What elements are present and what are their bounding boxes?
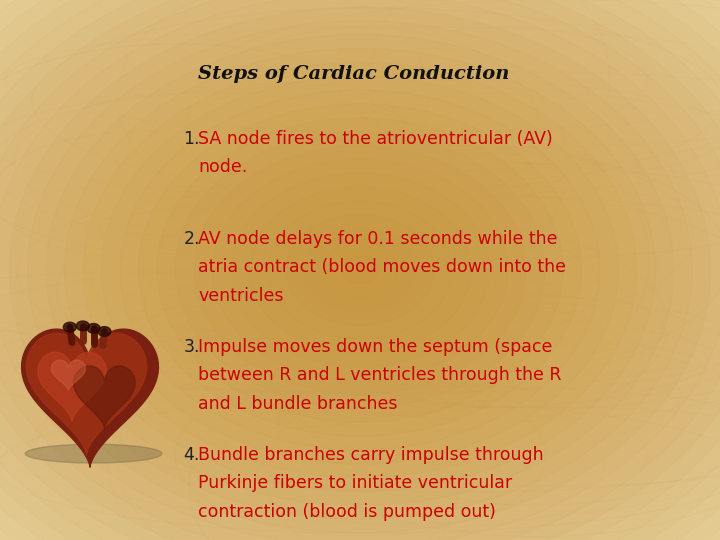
Text: 2.: 2. (184, 230, 200, 247)
Text: Bundle branches carry impulse through: Bundle branches carry impulse through (198, 446, 544, 463)
Ellipse shape (231, 173, 489, 367)
Ellipse shape (157, 118, 563, 422)
Circle shape (76, 321, 89, 330)
Text: SA node fires to the atrioventricular (AV): SA node fires to the atrioventricular (A… (198, 130, 553, 147)
Ellipse shape (286, 214, 434, 326)
Ellipse shape (212, 159, 508, 381)
Ellipse shape (27, 21, 693, 519)
Text: 4.: 4. (184, 446, 200, 463)
Text: AV node delays for 0.1 seconds while the: AV node delays for 0.1 seconds while the (198, 230, 557, 247)
Text: and L bundle branches: and L bundle branches (198, 395, 397, 413)
Text: atria contract (blood moves down into the: atria contract (blood moves down into th… (198, 258, 566, 276)
Ellipse shape (46, 35, 674, 505)
Polygon shape (73, 366, 135, 428)
Ellipse shape (268, 201, 452, 339)
Ellipse shape (138, 104, 582, 436)
Ellipse shape (25, 444, 162, 463)
Text: Impulse moves down the septum (space: Impulse moves down the septum (space (198, 338, 552, 355)
Ellipse shape (120, 90, 600, 450)
Text: ventricles: ventricles (198, 287, 284, 305)
Ellipse shape (9, 7, 711, 533)
Ellipse shape (249, 187, 471, 353)
Text: node.: node. (198, 158, 247, 176)
Text: contraction (blood is pumped out): contraction (blood is pumped out) (198, 503, 496, 521)
Text: between R and L ventricles through the R: between R and L ventricles through the R (198, 366, 562, 384)
Circle shape (98, 327, 111, 336)
Polygon shape (51, 360, 86, 390)
Polygon shape (38, 352, 106, 421)
Ellipse shape (323, 242, 397, 298)
Polygon shape (22, 329, 158, 467)
Ellipse shape (102, 76, 618, 464)
Text: 3.: 3. (184, 338, 200, 355)
Ellipse shape (305, 228, 415, 312)
Circle shape (87, 323, 100, 333)
Text: 1.: 1. (184, 130, 200, 147)
Ellipse shape (65, 49, 655, 491)
Polygon shape (26, 333, 147, 455)
Text: Steps of Cardiac Conduction: Steps of Cardiac Conduction (198, 65, 509, 83)
Text: Purkinje fibers to initiate ventricular: Purkinje fibers to initiate ventricular (198, 474, 512, 492)
Circle shape (63, 322, 76, 332)
Ellipse shape (194, 145, 526, 395)
Ellipse shape (341, 256, 379, 284)
Ellipse shape (83, 62, 637, 478)
Ellipse shape (176, 132, 544, 408)
